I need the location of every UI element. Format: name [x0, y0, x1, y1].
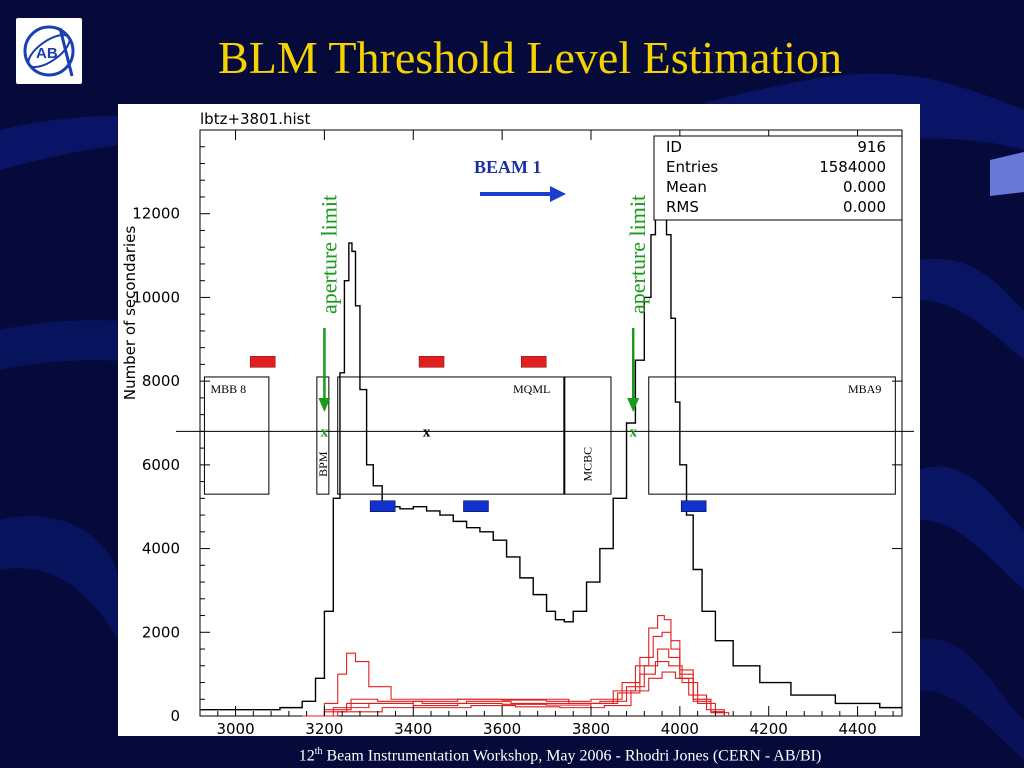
ab-logo: AB — [16, 18, 82, 84]
red-marker — [418, 356, 445, 368]
x-marker: x — [321, 424, 329, 440]
stats-value: 916 — [857, 138, 886, 156]
y-tick-label: 4000 — [142, 540, 180, 558]
tab-shape — [990, 152, 1024, 196]
y-tick-label: 0 — [170, 707, 180, 725]
x-tick-label: 3200 — [305, 720, 343, 736]
element-label: MBA9 — [848, 382, 881, 396]
x-tick-label: 3000 — [216, 720, 254, 736]
component-line — [302, 661, 730, 717]
x-tick-label: 4200 — [750, 720, 788, 736]
element-box — [203, 376, 270, 495]
x-tick-label: 3600 — [483, 720, 521, 736]
red-marker — [520, 356, 547, 368]
x-tick-label: 3400 — [394, 720, 432, 736]
plot-frame — [199, 129, 903, 717]
aperture-arrow-head — [318, 398, 331, 412]
y-tick-label: 6000 — [142, 456, 180, 474]
x-tick-label: 4000 — [661, 720, 699, 736]
component-line — [302, 614, 725, 717]
stats-label: ID — [666, 138, 682, 156]
blue-marker — [463, 500, 489, 512]
stats-value: 0.000 — [843, 198, 886, 216]
aperture-limit-label: aperture limit — [625, 195, 650, 314]
stats-label: Entries — [666, 158, 718, 176]
footer-number: 12 — [298, 747, 315, 765]
y-tick-label: 12000 — [132, 205, 180, 223]
chart-title: lbtz+3801.hist — [200, 110, 310, 128]
stats-box — [653, 135, 903, 221]
beam-label: BEAM 1 — [474, 157, 542, 177]
stats-label: RMS — [666, 198, 699, 216]
y-tick-label: 2000 — [142, 623, 180, 641]
element-label: MBB 8 — [210, 382, 246, 396]
red-marker — [249, 356, 276, 368]
stats-value: 0.000 — [843, 178, 886, 196]
histogram-chart: lbtz+3801.hist Number of secondaries MBB … — [121, 110, 914, 736]
y-tick-label: 10000 — [132, 288, 180, 306]
plot-panel: lbtz+3801.hist Number of secondaries MBB … — [118, 104, 920, 736]
beam-arrow-head — [550, 186, 566, 202]
blue-marker — [369, 500, 396, 512]
slide-footer: 12th Beam Instrumentation Workshop, May … — [120, 742, 1000, 766]
x-tick-label: 4400 — [838, 720, 876, 736]
y-axis-label: Number of secondaries — [121, 226, 139, 401]
footer-superscript: th — [314, 746, 323, 757]
x-marker: x — [423, 424, 431, 440]
stats-value: 1584000 — [819, 158, 886, 176]
x-tick-label: 3800 — [572, 720, 610, 736]
aperture-limit-label: aperture limit — [316, 195, 341, 314]
footer-text: Beam Instrumentation Workshop, May 2006 … — [322, 747, 822, 765]
y-tick-label: 8000 — [142, 372, 180, 390]
element-label: MCBC — [581, 447, 595, 482]
element-box — [648, 376, 896, 495]
stats-label: Mean — [666, 178, 707, 196]
element-label: BPM — [316, 451, 330, 477]
component-line — [302, 671, 725, 717]
total-histogram-line — [200, 179, 902, 711]
blue-marker — [680, 500, 707, 512]
component-line — [302, 648, 725, 717]
slide-title: BLM Threshold Level Estimation — [218, 32, 842, 83]
logo-text: AB — [36, 45, 58, 62]
aperture-arrow-head — [627, 398, 640, 412]
x-marker: x — [629, 424, 637, 440]
logo-icon: AB — [23, 25, 75, 77]
element-label: MQML — [513, 382, 550, 396]
element-box — [316, 376, 330, 495]
